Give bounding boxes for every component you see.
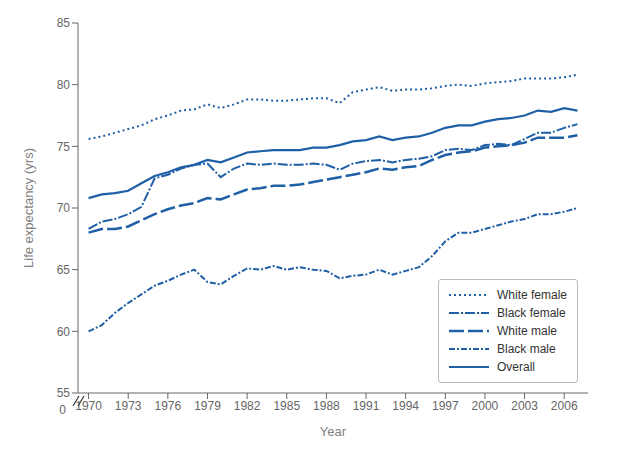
svg-text:2000: 2000	[472, 399, 499, 413]
svg-text:80: 80	[57, 78, 71, 92]
svg-text:65: 65	[57, 263, 71, 277]
svg-text:Year: Year	[320, 424, 347, 439]
svg-text:70: 70	[57, 201, 71, 215]
html-text:Black female: Black female	[497, 306, 566, 320]
svg-text:1994: 1994	[392, 399, 419, 413]
html-text:White female: White female	[497, 288, 567, 302]
svg-text:1982: 1982	[234, 399, 261, 413]
svg-text:60: 60	[57, 325, 71, 339]
svg-text:2006: 2006	[551, 399, 578, 413]
html-text:Overall: Overall	[497, 360, 535, 374]
svg-text:1991: 1991	[353, 399, 380, 413]
svg-text:1973: 1973	[115, 399, 142, 413]
svg-text:1976: 1976	[154, 399, 181, 413]
svg-text:75: 75	[57, 140, 71, 154]
svg-text:1988: 1988	[313, 399, 340, 413]
svg-text:2003: 2003	[511, 399, 538, 413]
html-text:White male: White male	[497, 324, 557, 338]
html-text:Black male: Black male	[497, 342, 556, 356]
svg-text:1997: 1997	[432, 399, 459, 413]
svg-text:85: 85	[57, 16, 71, 30]
html-text:0: 0	[59, 403, 66, 417]
svg-text:1970: 1970	[75, 399, 102, 413]
svg-text:1985: 1985	[273, 399, 300, 413]
svg-text:55: 55	[57, 386, 71, 400]
svg-text:Life expectancy (yrs): Life expectancy (yrs)	[21, 148, 36, 268]
svg-text:1979: 1979	[194, 399, 221, 413]
